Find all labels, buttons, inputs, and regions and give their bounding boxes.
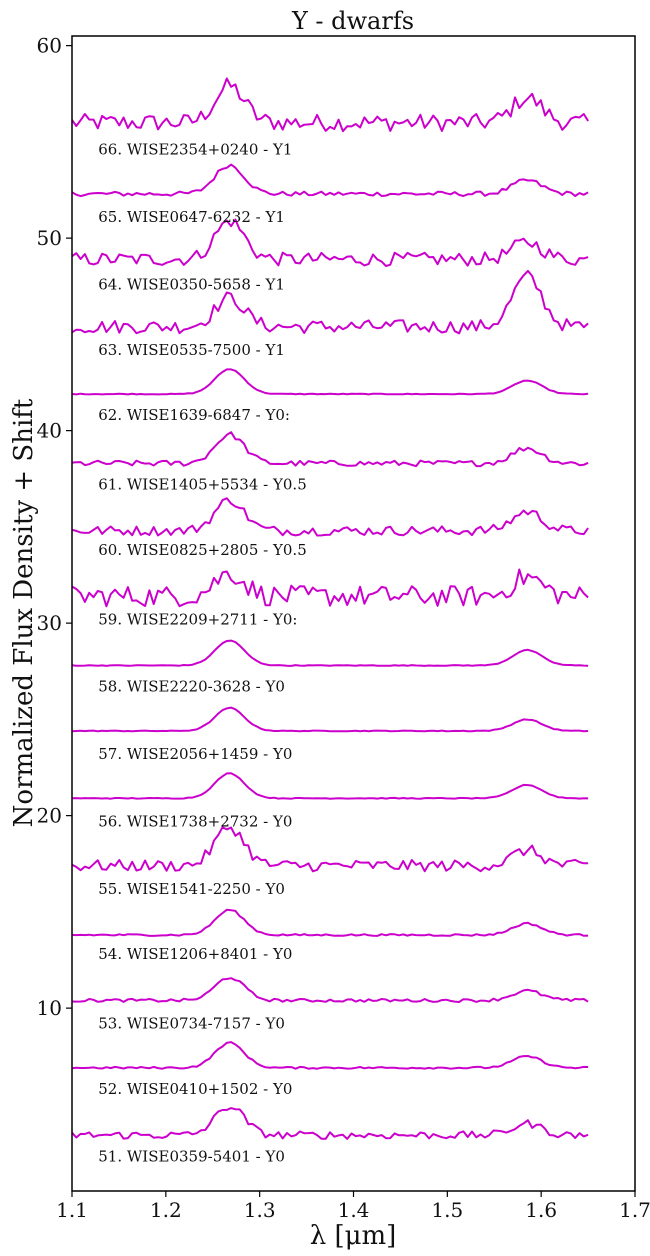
spectrum-label-4: 62. WISE1639-6847 - Y0: <box>98 406 290 424</box>
y-tick-label-3: 40 <box>37 419 62 443</box>
spectrum-line-13 <box>71 977 589 1003</box>
spectrum-line-6 <box>71 497 589 537</box>
spectrum-label-6: 60. WISE0825+2805 - Y0.5 <box>98 541 306 559</box>
spectrum-label-5: 61. WISE1405+5534 - Y0.5 <box>98 476 306 494</box>
spectrum-label-1: 65. WISE0647-6232 - Y1 <box>98 208 285 226</box>
spectrum-line-12 <box>71 908 589 937</box>
y-tick-label-4: 50 <box>37 226 62 250</box>
axes: 1.1 1.2 1.3 1.4 1.5 1.6 1.7 10 20 30 40 50 60 <box>37 34 650 1222</box>
spectrum-line-0 <box>71 77 589 133</box>
x-tick-label-2: 1.3 <box>244 1198 276 1222</box>
spectrum-label-0: 66. WISE2354+0240 - Y1 <box>98 141 292 159</box>
series-labels: 66. WISE2354+0240 - Y1 65. WISE0647-6232 … <box>98 141 306 1166</box>
spectrum-line-14 <box>71 1041 589 1070</box>
x-axis-title: λ [μm] <box>310 1221 397 1251</box>
spectrum-label-12: 54. WISE1206+8401 - Y0 <box>98 945 292 963</box>
spectrum-label-8: 58. WISE2220-3628 - Y0 <box>98 678 285 696</box>
spectrum-label-10: 56. WISE1738+2732 - Y0 <box>98 812 292 830</box>
x-tick-label-1: 1.2 <box>150 1198 182 1222</box>
x-tick-label-6: 1.7 <box>619 1198 650 1222</box>
spectrum-line-11 <box>71 826 589 873</box>
y-tick-label-0: 10 <box>37 996 62 1020</box>
spectrum-label-13: 53. WISE0734-7157 - Y0 <box>98 1015 285 1033</box>
spectrum-line-5 <box>71 431 589 468</box>
x-tick-label-3: 1.4 <box>338 1198 370 1222</box>
y-tick-label-1: 20 <box>37 804 62 828</box>
x-tick-label-0: 1.1 <box>56 1198 88 1222</box>
spectrum-line-1 <box>71 163 589 198</box>
spectrum-label-15: 51. WISE0359-5401 - Y0 <box>98 1147 285 1165</box>
spectrum-line-15 <box>71 1107 589 1140</box>
spectrum-line-4 <box>71 368 589 396</box>
spectrum-line-8 <box>71 639 589 667</box>
plot-frame <box>71 35 636 1192</box>
spectrum-line-2 <box>71 218 589 267</box>
spectrum-label-11: 55. WISE1541-2250 - Y0 <box>98 880 285 898</box>
y-tick-label-2: 30 <box>37 611 62 635</box>
spectrum-label-7: 59. WISE2209+2711 - Y0: <box>98 610 297 628</box>
x-tick-label-5: 1.6 <box>525 1198 557 1222</box>
y-axis-title: Normalized Flux Density + Shift <box>9 398 39 827</box>
spectrum-line-7 <box>71 568 589 608</box>
spectrum-label-2: 64. WISE0350-5658 - Y1 <box>98 275 285 293</box>
series-layer <box>71 77 589 1140</box>
spectrum-line-3 <box>71 269 589 335</box>
spectrum-label-3: 63. WISE0535-7500 - Y1 <box>98 341 285 359</box>
spectrum-line-9 <box>71 706 589 733</box>
spectrum-line-10 <box>71 772 589 800</box>
x-tick-label-4: 1.5 <box>431 1198 463 1222</box>
y-tick-label-5: 60 <box>37 34 62 58</box>
spectrum-label-9: 57. WISE2056+1459 - Y0 <box>98 745 292 763</box>
spectrum-label-14: 52. WISE0410+1502 - Y0 <box>98 1080 292 1098</box>
chart-title: Y - dwarfs <box>291 7 414 35</box>
